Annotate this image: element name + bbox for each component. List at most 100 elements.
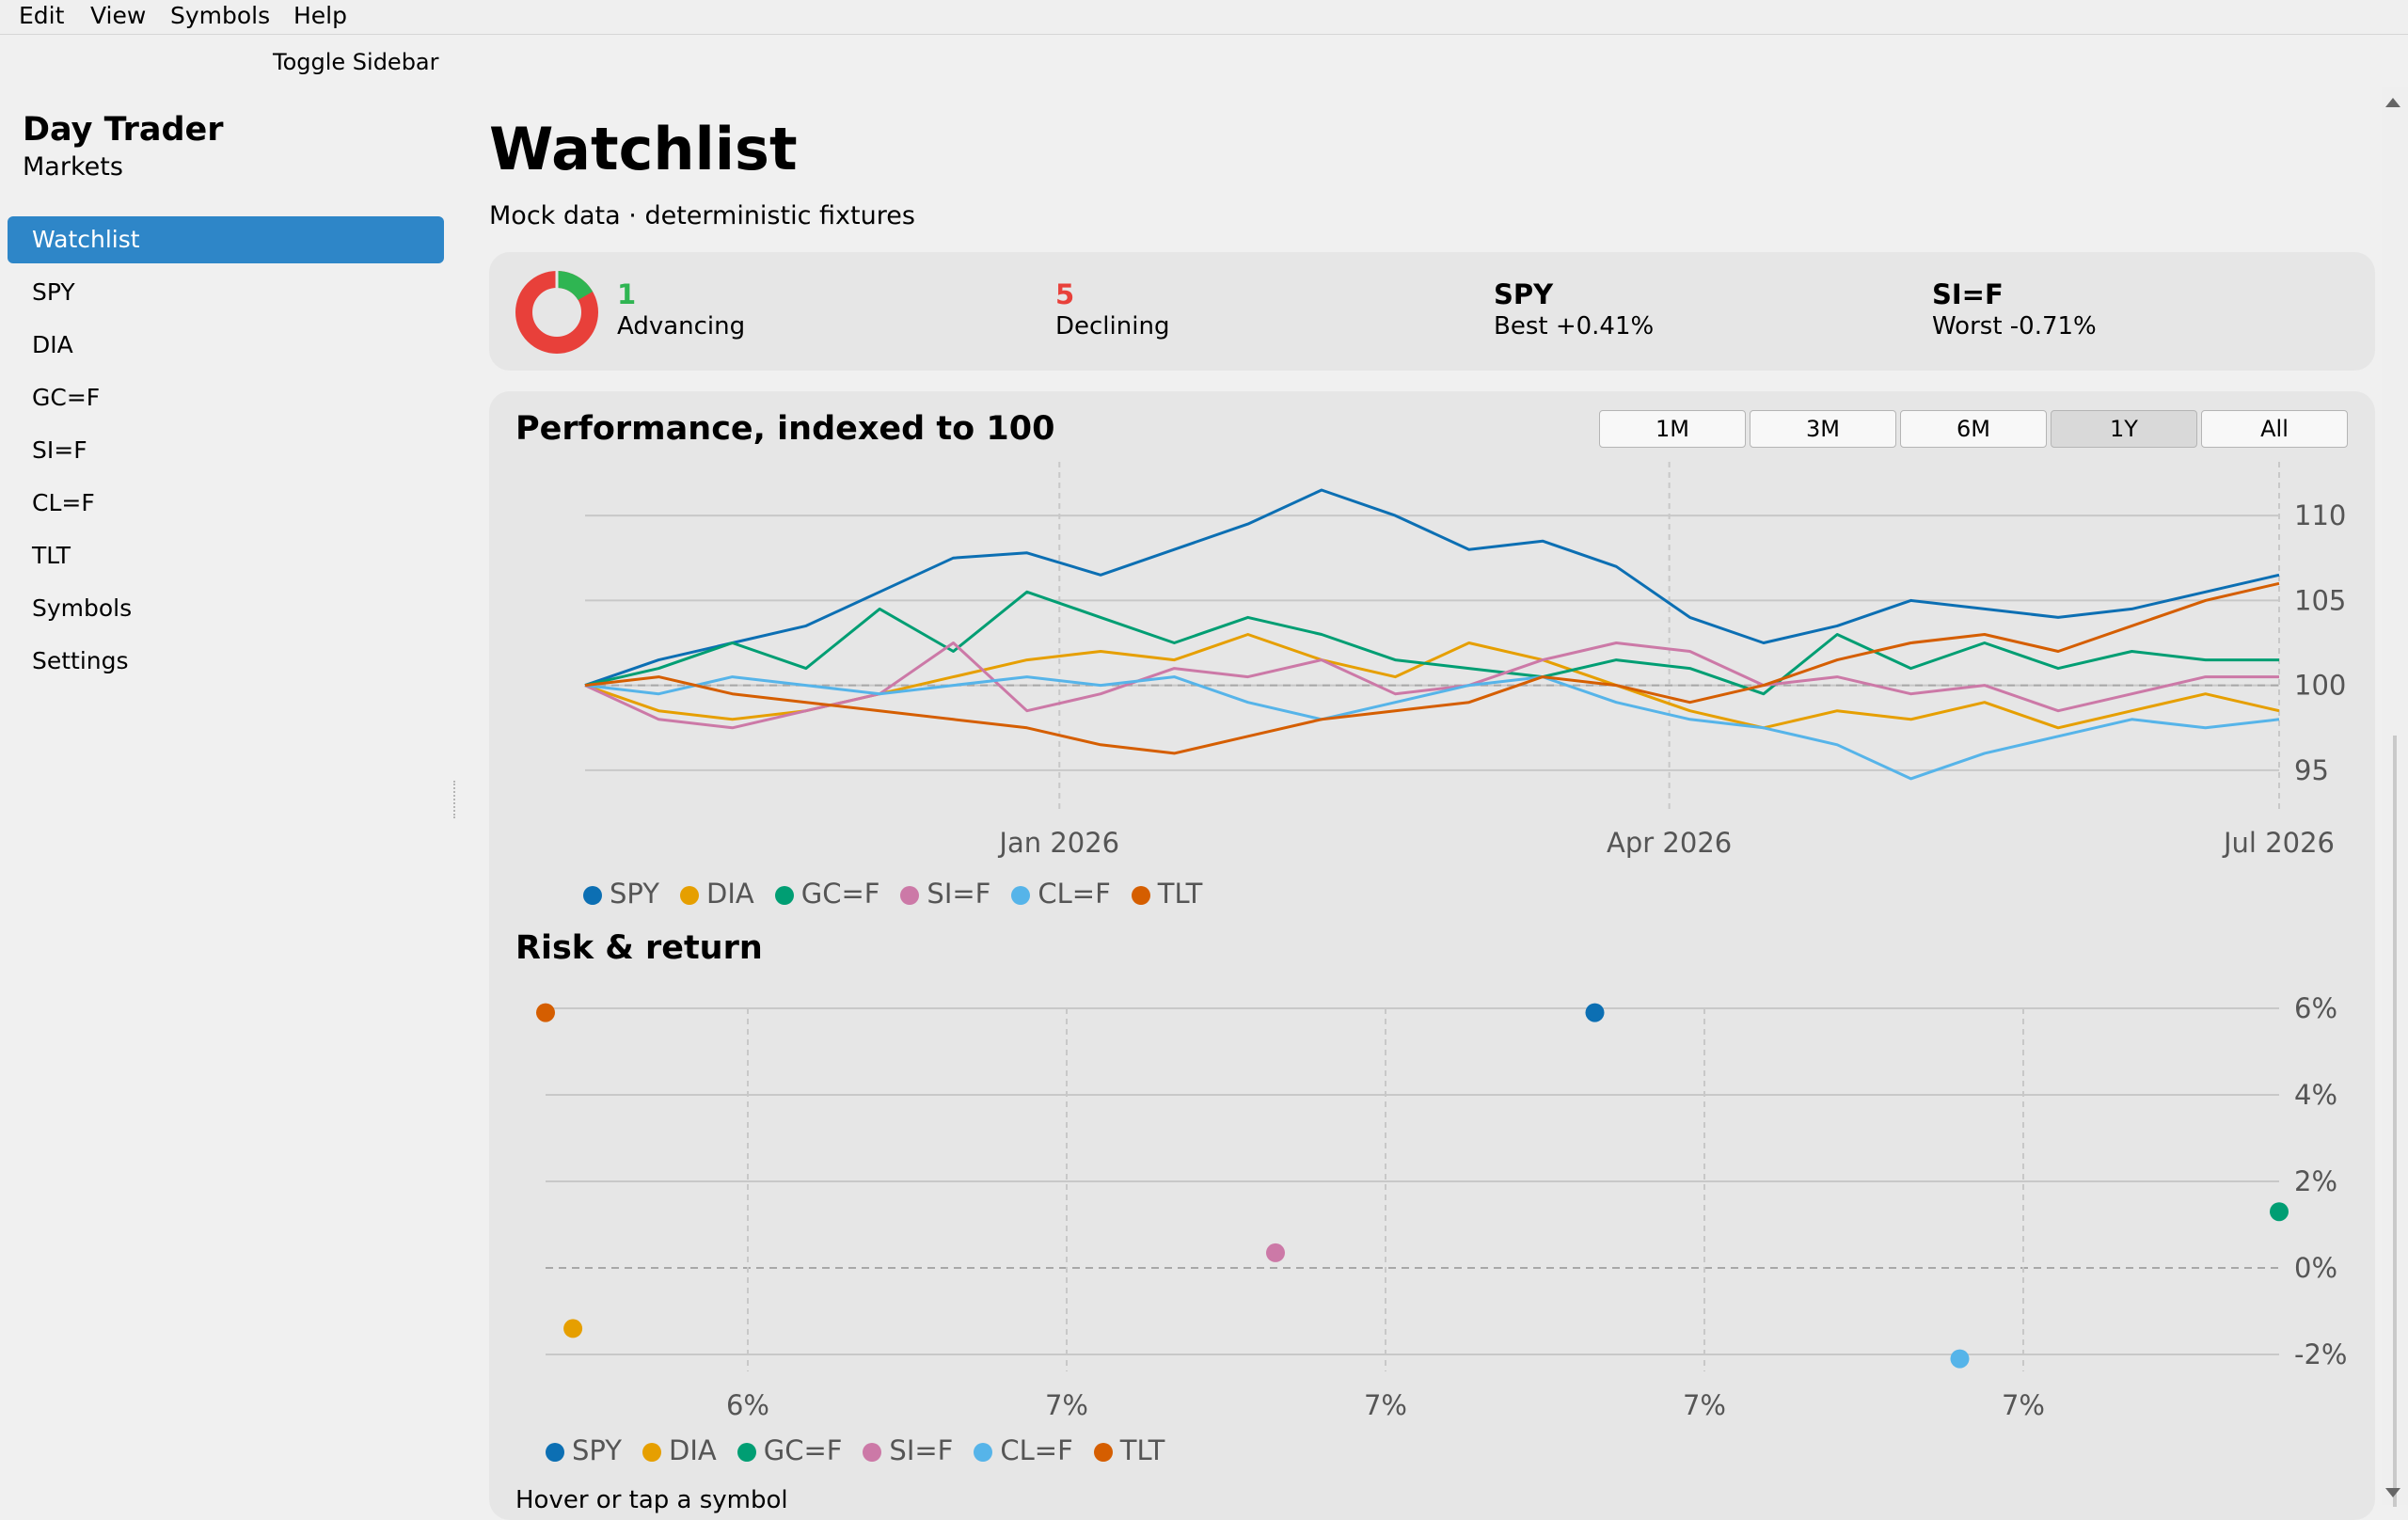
menu-view[interactable]: View: [90, 2, 147, 29]
y-tick-label: 6%: [2294, 992, 2337, 1024]
risk-chart-title: Risk & return: [515, 929, 763, 967]
series-line-si-f: [584, 641, 2279, 730]
menu-symbols[interactable]: Symbols: [170, 2, 271, 29]
y-tick-label: 110: [2294, 499, 2346, 531]
toggle-sidebar-button[interactable]: Toggle Sidebar: [273, 49, 439, 75]
worst-stat: SI=F Worst -0.71%: [1932, 278, 2097, 342]
x-tick-label: 7%: [1364, 1389, 1407, 1421]
legend-label: CL=F: [1038, 878, 1111, 910]
legend-label: TLT: [1157, 878, 1203, 910]
y-tick-label: 105: [2294, 584, 2346, 616]
menu-edit[interactable]: Edit: [19, 2, 65, 29]
main-scrollbar[interactable]: [2382, 87, 2408, 1507]
sidebar-nav: Watchlist SPY DIA GC=F SI=F CL=F TLT Sym…: [8, 216, 444, 690]
x-tick-label: 7%: [2002, 1389, 2045, 1421]
legend-label: GC=F: [800, 878, 880, 910]
legend-item-cl-f[interactable]: CL=F: [974, 1433, 1073, 1467]
best-stat: SPY Best +0.41%: [1494, 278, 1654, 342]
sidebar-item-dia[interactable]: DIA: [32, 331, 73, 358]
sidebar-item-tlt[interactable]: TLT: [32, 542, 71, 569]
legend-label: SI=F: [889, 1434, 954, 1466]
scatter-point-tlt: [536, 1003, 555, 1022]
x-tick-label: Jul 2026: [2222, 827, 2335, 859]
legend-label: GC=F: [763, 1434, 843, 1466]
scatter-point-cl-f: [1950, 1349, 1970, 1369]
performance-legend: SPY DIA GC=F SI=F CL=F TLT: [583, 877, 1223, 910]
range-6m-button[interactable]: 6M: [1900, 410, 2047, 448]
legend-label: DIA: [668, 1434, 717, 1466]
sidebar-item-watchlist[interactable]: Watchlist: [8, 216, 444, 263]
declining-count: 5: [1055, 278, 1075, 310]
scatter-point-spy: [1585, 1003, 1605, 1022]
sidebar-splitter-handle[interactable]: [453, 781, 459, 818]
scatter-point-si-f: [1266, 1243, 1285, 1262]
legend-label: SPY: [610, 878, 659, 910]
legend-item-tlt[interactable]: TLT: [1093, 1433, 1165, 1467]
declining-label: Declining: [1055, 312, 1170, 340]
legend-item-gc-f[interactable]: GC=F: [737, 1433, 843, 1467]
legend-dot: [679, 886, 699, 905]
scatter-point-gc-f: [2270, 1202, 2289, 1222]
x-tick-label: 7%: [1683, 1389, 1726, 1421]
hover-hint: Hover or tap a symbol: [515, 1486, 788, 1514]
advancing-stat: 1 Advancing: [617, 278, 745, 342]
sidebar-item-spy[interactable]: SPY: [32, 278, 75, 306]
worst-symbol: SI=F: [1932, 278, 2004, 310]
legend-dot: [1011, 886, 1031, 905]
risk-legend: SPY DIA GC=F SI=F CL=F TLT: [546, 1433, 1185, 1467]
sidebar-item-gc-f[interactable]: GC=F: [32, 384, 101, 411]
app-title: Day Trader: [23, 111, 224, 149]
legend-item-cl-f[interactable]: CL=F: [1011, 877, 1111, 910]
x-tick-label: 7%: [1045, 1389, 1088, 1421]
legend-item-dia[interactable]: DIA: [642, 1433, 717, 1467]
advancing-label: Advancing: [617, 312, 746, 340]
legend-label: DIA: [705, 878, 754, 910]
legend-item-spy[interactable]: SPY: [546, 1433, 622, 1467]
risk-return-scatter-chart[interactable]: 6% 4% 2% 0% -2% 6% 7% 7% 7% 7%: [489, 391, 2375, 1482]
summary-card: 1 Advancing 5 Declining SPY Best +0.41% …: [489, 252, 2375, 371]
legend-dot: [863, 1443, 882, 1462]
legend-dot: [1093, 1443, 1113, 1462]
advance-decline-donut: [515, 269, 598, 354]
worst-label: Worst -0.71%: [1932, 312, 2097, 340]
performance-line-chart[interactable]: 95 100 105 110 Jan 2026 Apr 2026 Jul 2026: [489, 391, 2375, 918]
scroll-down-arrow-icon[interactable]: [2385, 1488, 2400, 1497]
legend-item-si-f[interactable]: SI=F: [863, 1433, 953, 1467]
scroll-up-arrow-icon[interactable]: [2385, 98, 2400, 107]
series-line-cl-f: [584, 675, 2280, 781]
legend-dot: [900, 886, 920, 905]
range-all-button[interactable]: All: [2201, 410, 2348, 448]
legend-item-si-f[interactable]: SI=F: [900, 877, 990, 910]
range-3m-button[interactable]: 3M: [1750, 410, 1896, 448]
legend-dot: [974, 1443, 993, 1462]
scroll-thumb[interactable]: [2393, 736, 2397, 1507]
legend-label: CL=F: [1000, 1434, 1073, 1466]
series-line-gc-f: [584, 590, 2279, 696]
series-line-spy: [584, 488, 2280, 688]
legend-label: SPY: [572, 1434, 622, 1466]
legend-item-tlt[interactable]: TLT: [1131, 877, 1203, 910]
y-tick-label: 0%: [2294, 1252, 2337, 1284]
legend-item-spy[interactable]: SPY: [583, 877, 659, 910]
sidebar-item-settings[interactable]: Settings: [32, 647, 129, 674]
range-1y-button[interactable]: 1Y: [2051, 410, 2197, 448]
menu-help[interactable]: Help: [293, 2, 347, 29]
sidebar-item-si-f[interactable]: SI=F: [32, 436, 87, 464]
page-title: Watchlist: [489, 115, 798, 183]
sidebar-item-cl-f[interactable]: CL=F: [32, 489, 95, 516]
legend-dot: [642, 1443, 661, 1462]
range-1m-button[interactable]: 1M: [1599, 410, 1746, 448]
best-label: Best +0.41%: [1494, 312, 1655, 340]
legend-item-dia[interactable]: DIA: [679, 877, 754, 910]
x-tick-label: 6%: [726, 1389, 769, 1421]
legend-item-gc-f[interactable]: GC=F: [774, 877, 880, 910]
legend-label: TLT: [1119, 1434, 1165, 1466]
legend-label: SI=F: [927, 878, 991, 910]
best-symbol: SPY: [1494, 278, 1554, 310]
sidebar-item-symbols[interactable]: Symbols: [32, 594, 133, 622]
declining-stat: 5 Declining: [1055, 278, 1169, 342]
menu-bar: Edit View Symbols Help: [0, 0, 2408, 35]
x-tick-label: Apr 2026: [1607, 827, 1732, 859]
x-tick-label: Jan 2026: [997, 827, 1119, 859]
legend-dot: [737, 1443, 756, 1462]
